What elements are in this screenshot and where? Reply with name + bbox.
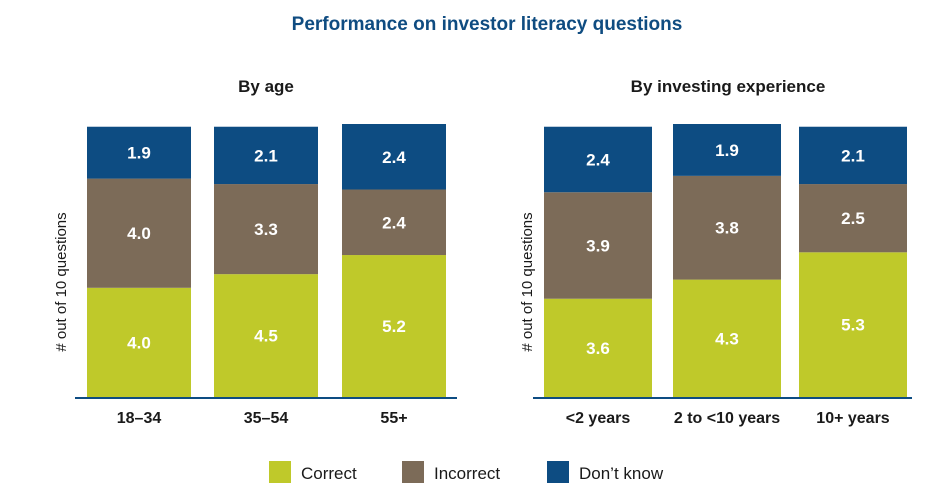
legend-item-incorrect: Incorrect [402,461,500,483]
panel-title: By investing experience [631,77,826,96]
bar-segment-don-t-know [544,126,652,193]
data-label: 2.4 [586,150,610,169]
data-label: 2.4 [382,148,406,167]
data-label: 2.1 [841,146,865,165]
legend-swatch [402,461,424,483]
data-label: 3.9 [586,236,610,255]
bar-segment-don-t-know [87,126,191,179]
data-label: 3.3 [254,220,278,239]
bar-segment-don-t-know [214,126,318,185]
bar-segment-incorrect [87,178,191,288]
legend: Correct Incorrect Don’t know [269,461,664,483]
data-label: 2.1 [254,146,278,165]
bar-segment-correct [799,252,907,397]
data-label: 2.5 [841,209,865,228]
bar-segment-don-t-know [342,124,446,190]
bar-segment-correct [544,298,652,397]
legend-label: Incorrect [434,464,500,483]
chart-panel-by-investing-experience: By investing experience # out of 10 quest… [519,77,912,427]
legend-item-correct: Correct [269,461,357,483]
data-label: 4.3 [715,329,739,348]
data-label: 4.0 [127,224,151,243]
legend-swatch [547,461,569,483]
data-label: 5.2 [382,317,406,336]
data-label: 5.3 [841,316,865,335]
legend-swatch [269,461,291,483]
bar-segment-incorrect [214,184,318,275]
bar-segment-don-t-know [799,126,907,185]
y-axis-label: # out of 10 questions [519,212,536,351]
legend-label: Don’t know [579,464,664,483]
category-label: 55+ [380,410,407,427]
bar-segment-incorrect [342,189,446,256]
category-label: 35–54 [244,410,289,427]
bar-segment-correct [342,255,446,397]
data-label: 3.8 [715,219,739,238]
legend-item-don-t-know: Don’t know [547,461,664,483]
bar-segment-don-t-know [673,124,781,176]
category-label: <2 years [566,410,631,427]
data-label: 1.9 [715,141,739,160]
category-label: 10+ years [816,410,890,427]
legend-label: Correct [301,464,357,483]
category-label: 18–34 [117,410,162,427]
chart-title: Performance on investor literacy questio… [292,14,683,35]
bar-segment-correct [87,287,191,397]
data-label: 1.9 [127,144,151,163]
data-label: 4.5 [254,327,278,346]
panel-title: By age [238,77,294,96]
bar-segment-incorrect [673,175,781,280]
data-label: 4.0 [127,333,151,352]
bar-segment-incorrect [799,184,907,253]
data-label: 2.4 [382,213,406,232]
data-label: 3.6 [586,339,610,358]
bar-segment-correct [214,274,318,397]
category-label: 2 to <10 years [674,410,780,427]
y-axis-label: # out of 10 questions [53,212,70,351]
bar-segment-incorrect [544,192,652,299]
chart-panel-by-age: By age # out of 10 questions 4.0 4.0 1.9 18–3… [53,77,457,427]
bar-segment-correct [673,279,781,397]
